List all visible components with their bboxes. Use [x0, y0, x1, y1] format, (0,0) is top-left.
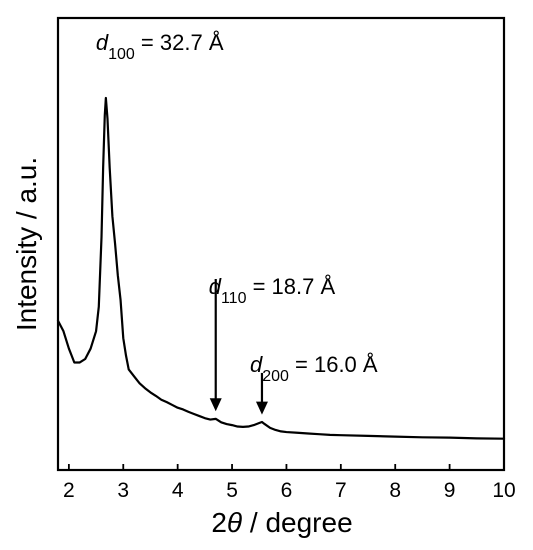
d200-label-d: d	[250, 352, 263, 377]
d200-label: d200 = 16.0 Å	[250, 352, 378, 385]
d100-label: d100 = 32.7 Å	[96, 30, 224, 63]
d200-label-value: = 16.0 Å	[289, 352, 378, 377]
x-axis-title: 2θ / degree	[211, 507, 352, 538]
x-tick-label: 5	[226, 479, 238, 502]
d110-label: d110 = 18.7 Å	[209, 274, 336, 307]
d100-label-sub: 100	[108, 46, 135, 63]
d110-arrow-head	[209, 398, 222, 412]
plot-frame	[56, 16, 506, 472]
diffraction-curve	[56, 96, 506, 440]
x-tick-label: 2	[63, 479, 75, 502]
x-tick-label: 10	[492, 479, 515, 502]
d100-label-value: = 32.7 Å	[135, 30, 224, 55]
x-tick-label: 8	[389, 479, 401, 502]
x-tick-label: 6	[281, 479, 293, 502]
x-tick-label: 7	[335, 479, 347, 502]
d200-arrow-head	[255, 401, 268, 415]
y-axis-title: Intensity / a.u.	[11, 157, 42, 331]
curve-layer	[56, 96, 506, 440]
d110-label-sub: 110	[221, 290, 247, 307]
x-axis-title-symbol: θ	[227, 507, 242, 538]
x-tick-label: 3	[117, 479, 129, 502]
x-tick-label: 4	[172, 479, 184, 502]
x-tick-label: 9	[444, 479, 456, 502]
d110-label-value: = 18.7 Å	[246, 274, 335, 299]
d200-label-sub: 200	[262, 368, 289, 385]
x-axis-ticks: 2 3 4 5 6 7 8 9 10	[63, 464, 516, 502]
d100-label-d: d	[96, 30, 109, 55]
x-axis-title-suffix: / degree	[242, 507, 353, 538]
x-axis-title-prefix: 2	[211, 507, 227, 538]
